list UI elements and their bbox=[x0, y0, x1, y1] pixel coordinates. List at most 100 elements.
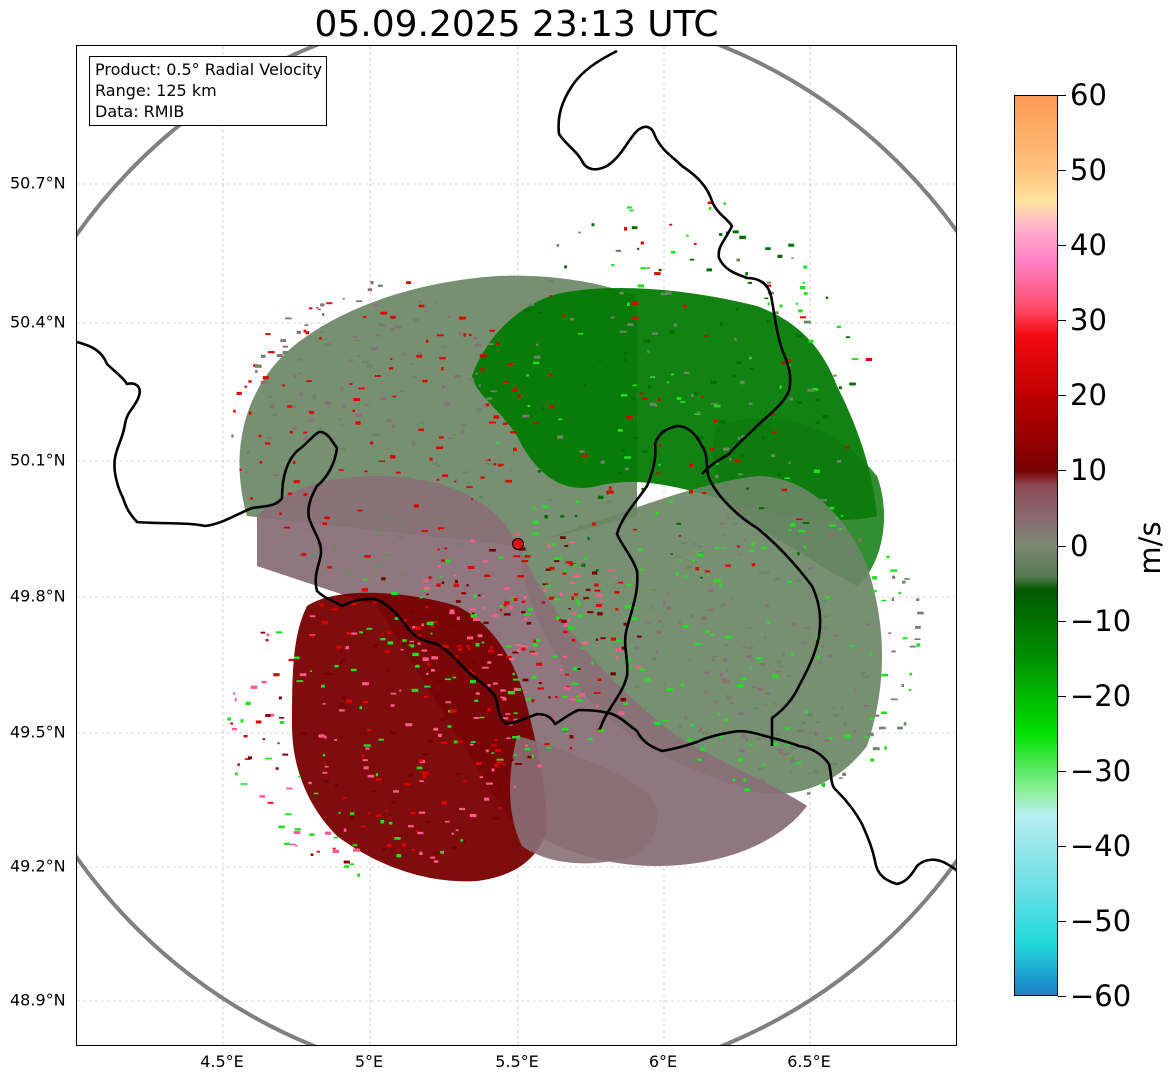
echo-bin bbox=[455, 773, 461, 775]
echo-bin bbox=[869, 717, 874, 720]
echo-bin bbox=[460, 839, 464, 842]
echo-bin bbox=[676, 397, 682, 400]
echo-bin bbox=[489, 329, 495, 332]
echo-bin bbox=[316, 850, 320, 853]
echo-bin bbox=[741, 455, 745, 457]
echo-bin bbox=[547, 498, 553, 501]
echo-bin bbox=[419, 780, 424, 782]
echo-bin bbox=[687, 659, 691, 662]
echo-bin bbox=[888, 632, 892, 634]
echo-bin bbox=[836, 325, 841, 329]
echo-bin bbox=[916, 643, 921, 647]
echo-bin bbox=[480, 731, 485, 734]
echo-bin bbox=[562, 655, 567, 658]
echo-bin bbox=[423, 586, 431, 590]
echo-bin bbox=[296, 330, 301, 334]
echo-bin bbox=[749, 549, 755, 552]
echo-bin bbox=[624, 351, 628, 355]
echo-bin bbox=[524, 691, 527, 693]
echo-bin bbox=[737, 436, 740, 440]
echo-bin bbox=[619, 330, 627, 333]
echo-bin bbox=[804, 569, 807, 572]
echo-bin bbox=[640, 668, 645, 671]
echo-bin bbox=[399, 689, 402, 692]
echo-bin bbox=[669, 223, 673, 226]
echo-bin bbox=[299, 673, 307, 677]
echo-bin bbox=[722, 546, 725, 549]
echo-bin bbox=[296, 680, 304, 683]
echo-bin bbox=[422, 771, 429, 775]
echo-bin bbox=[654, 272, 661, 276]
echo-bin bbox=[666, 606, 672, 610]
echo-bin bbox=[869, 653, 872, 656]
echo-bin bbox=[481, 641, 485, 644]
echo-bin bbox=[624, 456, 631, 459]
echo-bin bbox=[382, 598, 387, 602]
radar-map-canvas[interactable] bbox=[77, 46, 957, 1046]
echo-bin bbox=[349, 359, 354, 362]
echo-bin bbox=[898, 591, 902, 594]
echo-bin bbox=[678, 557, 682, 561]
echo-bin bbox=[769, 414, 777, 416]
radar-map[interactable] bbox=[76, 45, 957, 1046]
echo-bin bbox=[807, 772, 810, 775]
echo-bin bbox=[455, 579, 458, 583]
echo-bin bbox=[680, 401, 686, 403]
echo-bin bbox=[805, 710, 808, 714]
echo-bin bbox=[744, 788, 751, 792]
echo-bin bbox=[479, 716, 485, 719]
echo-bin bbox=[886, 555, 890, 559]
echo-bin bbox=[791, 623, 796, 626]
echo-bin bbox=[418, 759, 423, 762]
echo-bin bbox=[265, 757, 272, 760]
echo-bin bbox=[356, 523, 360, 526]
colorbar-tick-label: −60 bbox=[1070, 979, 1132, 1013]
echo-bin bbox=[777, 473, 781, 477]
echo-bin bbox=[759, 507, 765, 510]
echo-bin bbox=[649, 402, 656, 406]
echo-bin bbox=[865, 358, 873, 361]
echo-bin bbox=[402, 522, 407, 525]
echo-bin bbox=[404, 783, 411, 786]
echo-bin bbox=[620, 698, 627, 702]
echo-bin bbox=[706, 268, 712, 272]
echo-bin bbox=[669, 330, 675, 334]
echo-bin bbox=[821, 782, 826, 786]
echo-bin bbox=[532, 507, 536, 510]
echo-bin bbox=[354, 339, 361, 342]
echo-bin bbox=[280, 339, 287, 342]
echo-bin bbox=[335, 784, 339, 787]
echo-bin bbox=[564, 545, 569, 547]
echo-bin bbox=[549, 566, 555, 570]
echo-bin bbox=[714, 700, 717, 704]
echo-bin bbox=[779, 385, 782, 389]
echo-bin bbox=[564, 673, 569, 676]
echo-bin bbox=[763, 636, 767, 640]
echo-bin bbox=[744, 785, 750, 789]
echo-bin bbox=[591, 661, 594, 665]
echo-bin bbox=[357, 873, 361, 877]
echo-bin bbox=[708, 608, 714, 611]
echo-bin bbox=[582, 641, 588, 645]
echo-bin bbox=[748, 402, 753, 406]
colorbar-tick bbox=[1058, 395, 1066, 397]
colorbar-tick-label: 20 bbox=[1070, 378, 1107, 413]
echo-bin bbox=[525, 743, 528, 747]
echo-bin bbox=[719, 672, 724, 677]
echo-bin bbox=[442, 474, 449, 477]
echo-bin bbox=[687, 565, 693, 568]
echo-bin bbox=[808, 339, 814, 343]
echo-bin bbox=[479, 776, 484, 778]
echo-bin bbox=[594, 583, 599, 587]
echo-bin bbox=[631, 226, 638, 230]
echo-bin bbox=[645, 678, 651, 682]
echo-bin bbox=[533, 643, 538, 647]
echo-bin bbox=[787, 675, 792, 677]
echo-bin bbox=[275, 631, 283, 634]
echo-bin bbox=[666, 591, 669, 594]
echo-bin bbox=[376, 334, 382, 337]
echo-bin bbox=[592, 571, 598, 575]
echo-bin bbox=[600, 637, 606, 640]
echo-bin bbox=[752, 706, 759, 710]
echo-bin bbox=[452, 846, 457, 850]
